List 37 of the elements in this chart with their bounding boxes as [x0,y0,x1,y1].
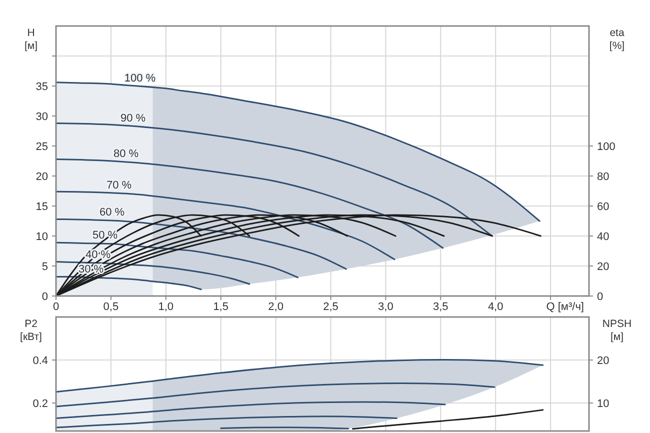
x-tick-label: 4,0 [488,301,504,313]
y2-axis-title: NPSH [м] [602,318,632,343]
y-tick-label: 10 [36,231,48,243]
y2-axis-title: eta [%] [609,27,625,52]
series-label: 100 % [124,72,156,84]
y2-tick-label: 10 [597,398,610,410]
x-tick-label: 3,5 [432,301,448,313]
y-tick-label: 25 [36,141,48,153]
x-tick-label: 3,0 [378,301,394,313]
y2-tick-label: 0 [597,291,604,303]
series-label: 90 % [120,112,146,124]
y2-tick-label: 80 [597,171,610,183]
x-tick-label: 0,5 [103,301,119,313]
y-tick-label: 15 [36,201,48,213]
x-tick-label: 2,0 [268,301,284,313]
x-tick-label: 1,5 [213,301,228,313]
y-axis-title: P2 [кВт] [20,318,42,343]
y2-tick-label: 40 [597,231,610,243]
series-label: 60 % [99,206,125,219]
y-tick-label: 35 [36,81,48,93]
y2-tick-label: 20 [597,261,610,273]
y-tick-label: 0.2 [32,398,48,410]
y-tick-label: 0 [42,291,48,303]
y-tick-label: 30 [36,111,48,123]
y2-tick-label: 100 [597,141,616,153]
x-tick-label: 0 [52,301,60,313]
y-tick-label: 5 [42,261,48,273]
y-tick-label: 20 [36,171,48,183]
y-axis-title: H [м] [24,27,38,52]
x-axis-title: Q [м³/ч] [546,301,584,313]
y-tick-label: 0.4 [32,355,48,368]
x-tick-label: 2,5 [323,301,338,313]
series-label: 70 % [106,179,132,192]
y2-tick-label: 20 [597,355,610,368]
y2-tick-label: 60 [597,201,610,213]
x-tick-label: 1,0 [158,301,174,313]
series-label: 80 % [113,148,139,160]
